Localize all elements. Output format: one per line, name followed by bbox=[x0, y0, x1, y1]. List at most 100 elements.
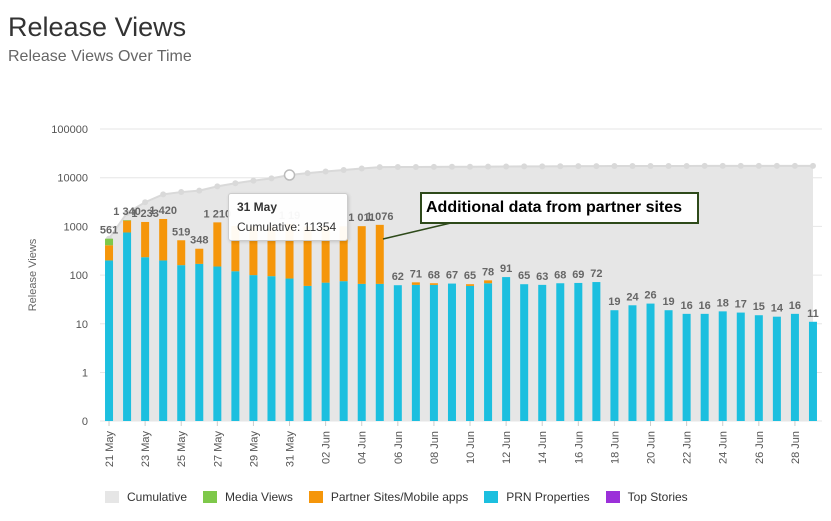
bar-prn-properties bbox=[393, 285, 402, 421]
cumulative-point bbox=[503, 163, 510, 170]
data-label: 561 bbox=[100, 225, 118, 237]
data-label: 24 bbox=[626, 291, 639, 303]
bar-media-views bbox=[105, 238, 114, 246]
bar-prn-properties bbox=[375, 283, 384, 421]
cumulative-point bbox=[557, 163, 564, 170]
x-tick-label: 12 Jun bbox=[501, 431, 513, 464]
data-label: 14 bbox=[771, 303, 784, 315]
data-label: 65 bbox=[518, 270, 530, 282]
bar-prn-properties bbox=[484, 283, 493, 421]
cumulative-point bbox=[485, 163, 492, 170]
legend-label: Cumulative bbox=[127, 490, 188, 504]
legend-swatch-top-stories bbox=[605, 491, 620, 503]
legend-swatch-media-views bbox=[203, 491, 218, 503]
cumulative-point bbox=[539, 163, 546, 170]
x-tick-label: 24 Jun bbox=[718, 431, 730, 464]
legend-swatch-cumulative bbox=[105, 491, 119, 503]
y-axis-ticks: 0 1 10 100 1000 10000 100000 bbox=[51, 124, 88, 428]
x-tick-label: 27 May bbox=[212, 431, 224, 468]
data-label: 62 bbox=[392, 271, 404, 283]
bar-prn-properties bbox=[141, 257, 150, 421]
cumulative-point bbox=[647, 162, 654, 169]
cumulative-point bbox=[358, 165, 365, 172]
cumulative-point bbox=[376, 164, 383, 171]
legend-item-prn-properties[interactable]: PRN Properties bbox=[484, 490, 590, 504]
cumulative-point bbox=[467, 163, 474, 170]
bar-prn-properties bbox=[790, 313, 799, 421]
bar-prn-properties bbox=[700, 313, 709, 421]
cumulative-line bbox=[108, 164, 813, 240]
bar-prn-properties bbox=[646, 303, 655, 421]
cumulative-point bbox=[250, 177, 257, 184]
bar-prn-properties bbox=[520, 284, 529, 421]
bar-prn-properties bbox=[267, 276, 276, 421]
legend-item-cumulative[interactable]: Cumulative bbox=[105, 490, 187, 504]
legend-label: Media Views bbox=[225, 490, 293, 504]
data-label: 67 bbox=[446, 270, 458, 282]
bar-partner-sites bbox=[484, 280, 493, 284]
legend-item-top-stories[interactable]: Top Stories bbox=[605, 490, 688, 504]
cumulative-point bbox=[521, 163, 528, 170]
chart-legend: Cumulative Media Views Partner Sites/Mob… bbox=[105, 488, 688, 506]
data-label: 16 bbox=[789, 300, 801, 312]
data-label: 1 210 bbox=[204, 208, 232, 220]
cumulative-point bbox=[304, 170, 311, 177]
bar-partner-sites bbox=[231, 225, 240, 272]
x-tick-label: 04 Jun bbox=[357, 431, 369, 464]
bar-prn-properties bbox=[772, 316, 781, 421]
x-tick-label: 16 Jun bbox=[573, 431, 585, 464]
bar-prn-properties bbox=[285, 278, 294, 421]
bar-partner-sites bbox=[429, 283, 438, 285]
partner-sites-callout: Additional data from partner sites bbox=[420, 192, 699, 224]
cumulative-point bbox=[683, 162, 690, 169]
bars bbox=[105, 218, 817, 421]
data-label: 19 bbox=[662, 296, 674, 308]
y-tick-label: 1000 bbox=[64, 221, 88, 233]
x-tick-label: 06 Jun bbox=[393, 431, 405, 464]
bar-prn-properties bbox=[736, 312, 745, 421]
bar-prn-properties bbox=[357, 283, 366, 421]
cumulative-point bbox=[575, 163, 582, 170]
data-label: 1 420 bbox=[149, 205, 177, 217]
cumulative-point bbox=[430, 163, 437, 170]
y-tick-label: 100 bbox=[70, 270, 88, 282]
x-tick-label: 10 Jun bbox=[465, 431, 477, 464]
bar-prn-properties bbox=[682, 313, 691, 421]
data-label: 68 bbox=[554, 269, 566, 281]
data-label: 1 340 bbox=[113, 206, 141, 218]
legend-label: PRN Properties bbox=[506, 490, 590, 504]
cumulative-point bbox=[160, 191, 167, 198]
cumulative-point bbox=[773, 162, 780, 169]
data-label: 519 bbox=[172, 226, 190, 238]
data-label: 16 bbox=[699, 300, 711, 312]
bar-partner-sites bbox=[357, 226, 366, 284]
bar-prn-properties bbox=[159, 260, 168, 421]
bar-partner-sites bbox=[249, 226, 258, 276]
cumulative-point bbox=[340, 166, 347, 173]
cumulative-point bbox=[809, 162, 816, 169]
cumulative-point bbox=[755, 162, 762, 169]
legend-item-partner-sites[interactable]: Partner Sites/Mobile apps bbox=[308, 490, 468, 504]
data-label: 26 bbox=[644, 290, 656, 302]
bar-prn-properties bbox=[466, 285, 475, 421]
bar-partner-sites bbox=[141, 221, 150, 258]
bar-prn-properties bbox=[339, 281, 348, 421]
bar-partner-sites bbox=[195, 248, 204, 264]
bar-partner-sites bbox=[177, 240, 186, 266]
bar-prn-properties bbox=[592, 282, 601, 421]
bar-prn-properties bbox=[303, 285, 312, 421]
x-tick-label: 25 May bbox=[176, 431, 188, 468]
cumulative-point bbox=[322, 168, 329, 175]
legend-item-media-views[interactable]: Media Views bbox=[203, 490, 293, 504]
data-label: 63 bbox=[536, 271, 548, 283]
bar-prn-properties bbox=[411, 284, 420, 421]
data-label: 348 bbox=[190, 235, 208, 247]
x-tick-label: 18 Jun bbox=[609, 431, 621, 464]
bar-prn-properties bbox=[231, 271, 240, 421]
bar-prn-properties bbox=[556, 283, 565, 421]
legend-label: Top Stories bbox=[627, 490, 688, 504]
cumulative-point bbox=[611, 163, 618, 170]
bar-prn-properties bbox=[105, 260, 114, 421]
data-label: 1 076 bbox=[366, 211, 394, 223]
